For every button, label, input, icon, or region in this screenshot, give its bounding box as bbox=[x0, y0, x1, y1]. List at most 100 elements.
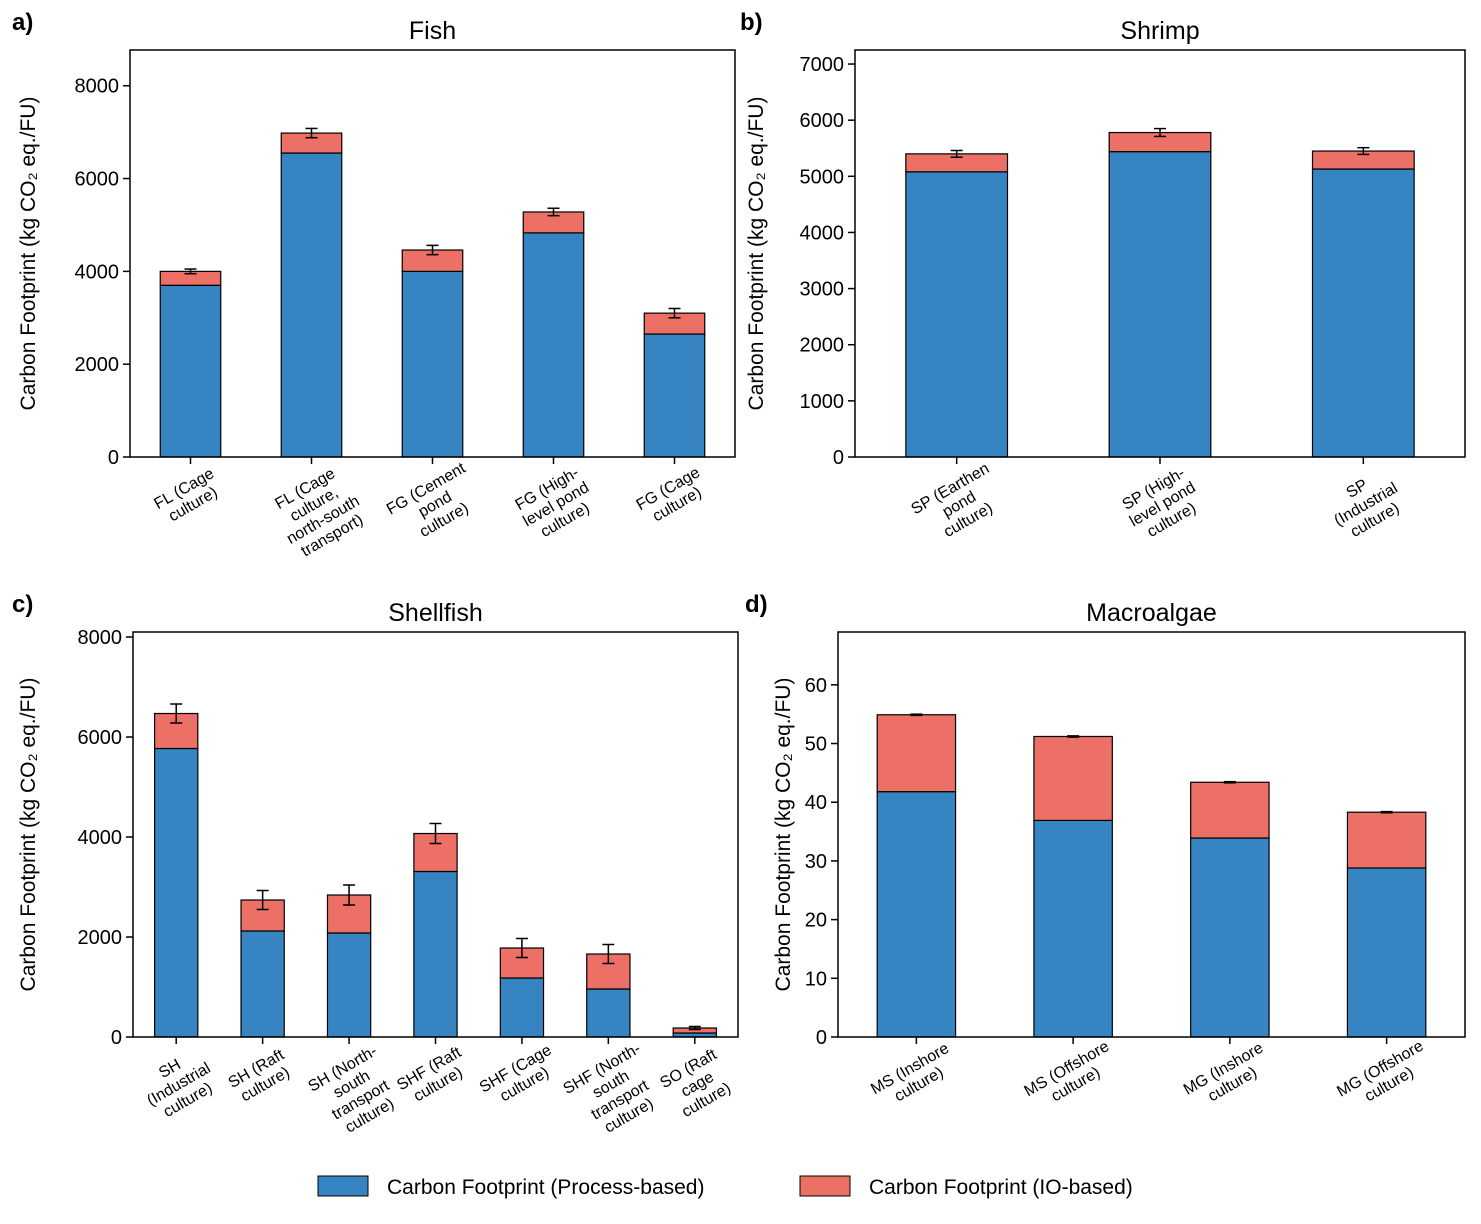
y-axis-label: Carbon Footprint (kg CO₂ eq./FU) bbox=[745, 97, 768, 411]
chart-title: Fish bbox=[409, 17, 456, 45]
y-tick-label: 0 bbox=[833, 447, 844, 469]
bar-segment bbox=[905, 171, 1009, 458]
panel-label: c) bbox=[12, 591, 33, 618]
y-tick-label: 6000 bbox=[800, 110, 845, 132]
legend-label: Carbon Footprint (Process-based) bbox=[387, 1176, 704, 1199]
panel-label: a) bbox=[12, 9, 33, 36]
y-tick-label: 0 bbox=[108, 447, 119, 469]
bar-segment bbox=[522, 232, 585, 458]
chart-title: Shrimp bbox=[1120, 17, 1199, 45]
error-bar bbox=[1380, 810, 1393, 814]
x-tick-label: SH (North-southtransportculture) bbox=[305, 1043, 407, 1143]
bar-segment bbox=[1346, 867, 1427, 1038]
panel-label: d) bbox=[745, 591, 768, 618]
bar-segment bbox=[876, 791, 957, 1038]
error-bar bbox=[256, 889, 269, 911]
error-bar bbox=[305, 127, 318, 139]
y-tick-label: 8000 bbox=[75, 76, 120, 98]
error-bar bbox=[1067, 735, 1080, 738]
y-tick-label: 5000 bbox=[800, 166, 845, 188]
error-bar bbox=[668, 307, 681, 319]
error-bar bbox=[950, 149, 963, 158]
bar-segment bbox=[159, 284, 222, 458]
x-tick-label: MS (Offshoreculture) bbox=[1022, 1038, 1122, 1116]
bar-segment bbox=[1108, 151, 1212, 458]
error-bar bbox=[429, 822, 442, 845]
plot-frame bbox=[129, 49, 736, 458]
bar-segment bbox=[1033, 735, 1113, 822]
bar-segment bbox=[1190, 837, 1270, 1038]
plot-frame bbox=[837, 631, 1466, 1038]
y-tick-label: 4000 bbox=[78, 827, 123, 849]
error-bar bbox=[688, 1025, 701, 1031]
bar-segment bbox=[1311, 168, 1415, 458]
error-bar bbox=[1223, 780, 1236, 784]
y-tick-label: 4000 bbox=[75, 261, 120, 283]
bar-segment bbox=[499, 977, 545, 1038]
bar-segment bbox=[499, 947, 545, 979]
x-tick-label: FG (Cageculture) bbox=[634, 464, 712, 529]
bar-segment bbox=[876, 714, 957, 793]
x-tick-label: FG (Cementpondculture) bbox=[384, 459, 487, 549]
error-bar bbox=[426, 244, 439, 256]
x-tick-label: SP (Earthenpondculture) bbox=[909, 460, 1011, 549]
x-tick-label: SP (High-level pondculture) bbox=[1118, 464, 1208, 546]
y-tick-label: 1000 bbox=[800, 391, 845, 413]
error-bar bbox=[1154, 127, 1166, 138]
bar-segment bbox=[413, 870, 458, 1038]
x-tick-label: SHF (Raftculture) bbox=[394, 1044, 474, 1110]
y-tick-label: 30 bbox=[805, 851, 827, 873]
error-bar bbox=[1357, 146, 1370, 156]
x-tick-label: SHF (North-southtransportculture) bbox=[561, 1040, 671, 1145]
chart-title: Shellfish bbox=[388, 599, 483, 627]
y-tick-label: 6000 bbox=[78, 727, 123, 749]
x-tick-label: MG (Inshoreculture) bbox=[1181, 1039, 1276, 1114]
bar-segment bbox=[154, 747, 199, 1038]
bar-segment bbox=[586, 988, 631, 1038]
x-tick-label: SP(Industrialculture) bbox=[1322, 464, 1409, 545]
y-tick-label: 20 bbox=[805, 910, 827, 932]
chart-title: Macroalgae bbox=[1086, 599, 1217, 627]
y-tick-label: 2000 bbox=[800, 335, 845, 357]
y-tick-label: 8000 bbox=[78, 627, 123, 649]
y-tick-label: 2000 bbox=[75, 354, 120, 376]
x-tick-label: SHF (Cageculture) bbox=[477, 1042, 564, 1112]
y-tick-label: 2000 bbox=[78, 927, 123, 949]
x-tick-label: FG (High-level pondculture) bbox=[511, 464, 601, 546]
bar-segment bbox=[280, 152, 343, 458]
x-tick-label: SO (Raftcageculture) bbox=[657, 1046, 738, 1123]
plot-frame bbox=[132, 631, 739, 1038]
y-axis-label: Carbon Footprint (kg CO₂ eq./FU) bbox=[17, 678, 40, 992]
y-axis-label: Carbon Footprint (kg CO₂ eq./FU) bbox=[772, 678, 795, 992]
x-tick-label: FL (Cageculture,north-southtransport) bbox=[266, 462, 372, 564]
x-tick-label: FL (Cageculture) bbox=[151, 465, 226, 528]
y-tick-label: 3000 bbox=[800, 279, 845, 301]
legend-swatch bbox=[317, 1175, 369, 1197]
x-tick-label: MG (Offshoreculture) bbox=[1334, 1038, 1435, 1117]
x-tick-label: SH (Raftculture) bbox=[226, 1046, 297, 1107]
y-tick-label: 4000 bbox=[800, 222, 845, 244]
y-tick-label: 0 bbox=[111, 1027, 122, 1049]
y-axis-label: Carbon Footprint (kg CO₂ eq./FU) bbox=[17, 97, 40, 411]
error-bar bbox=[547, 207, 560, 217]
y-tick-label: 0 bbox=[816, 1027, 827, 1049]
bar-segment bbox=[1190, 781, 1270, 839]
bar-segment bbox=[326, 932, 372, 1038]
error-bar bbox=[170, 703, 183, 724]
bar-segment bbox=[1033, 819, 1113, 1038]
error-bar bbox=[515, 937, 528, 959]
bar-segment bbox=[240, 930, 285, 1038]
error-bar bbox=[343, 884, 356, 906]
y-tick-label: 40 bbox=[805, 792, 827, 814]
legend-label: Carbon Footprint (IO-based) bbox=[869, 1176, 1133, 1199]
error-bar bbox=[602, 943, 615, 965]
x-tick-label: SH(Industrialculture) bbox=[135, 1044, 222, 1125]
y-tick-label: 7000 bbox=[800, 54, 845, 76]
y-tick-label: 50 bbox=[805, 734, 827, 756]
bar-segment bbox=[1346, 811, 1427, 869]
plot-frame bbox=[854, 49, 1466, 458]
bar-segment bbox=[643, 333, 706, 458]
y-tick-label: 6000 bbox=[75, 169, 120, 191]
